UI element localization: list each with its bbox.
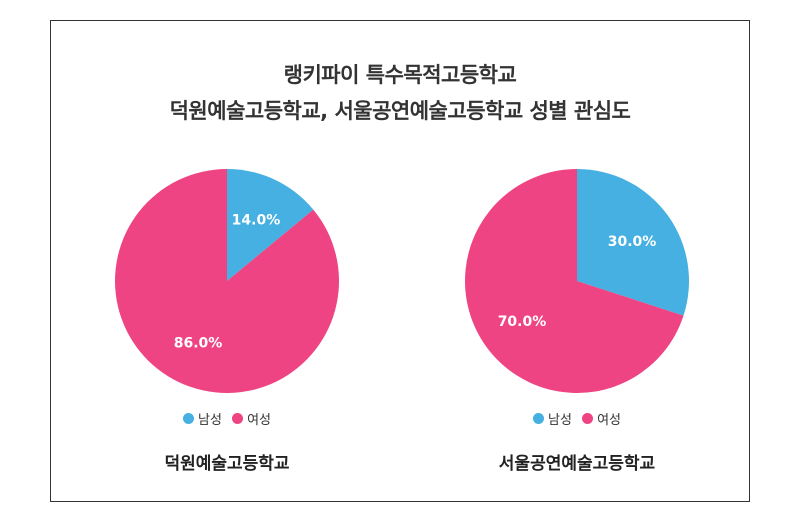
legend-seoul: 남성 여성 xyxy=(457,409,697,428)
pie-slice-male[interactable] xyxy=(227,169,314,281)
chart-title-line2: 덕원예술고등학교, 서울공연예술고등학교 성별 관심도 xyxy=(169,99,631,123)
pie-chart-seoul: 30.0% 70.0% xyxy=(465,169,689,393)
legend-dot-male xyxy=(183,413,194,424)
legend-dot-female xyxy=(582,413,594,424)
slice-label-female: 70.0% xyxy=(498,314,547,330)
pie-slice-female[interactable] xyxy=(465,169,684,393)
legend-item-male[interactable]: 남성 xyxy=(533,409,572,428)
legend-label-female: 여성 xyxy=(247,413,271,428)
pie-title-deokwon: 덕원예술고등학교 xyxy=(164,454,290,474)
pie-slice-male[interactable] xyxy=(577,169,689,316)
slice-label-male: 30.0% xyxy=(608,234,657,250)
legend-dot-male xyxy=(533,413,544,424)
slice-label-male: 14.0% xyxy=(232,212,281,228)
pie-slice-female[interactable] xyxy=(115,169,339,393)
slice-label-female: 86.0% xyxy=(174,336,223,352)
legend-item-male[interactable]: 남성 xyxy=(183,409,222,428)
legend-label-male: 남성 xyxy=(198,413,222,428)
pie-chart-deokwon: 14.0% 86.0% xyxy=(115,169,339,393)
chart-title-line1: 랭키파이 특수목적고등학교 xyxy=(283,63,517,87)
legend-deokwon: 남성 여성 xyxy=(107,409,347,428)
legend-item-female[interactable]: 여성 xyxy=(232,409,271,428)
legend-label-male: 남성 xyxy=(548,413,572,428)
legend-item-female[interactable]: 여성 xyxy=(582,409,621,428)
legend-dot-female xyxy=(232,413,244,424)
pie-title-seoul: 서울공연예술고등학교 xyxy=(498,454,656,474)
legend-label-female: 여성 xyxy=(597,413,621,428)
chart-frame: 랭키파이 특수목적고등학교 덕원예술고등학교, 서울공연예술고등학교 성별 관심… xyxy=(50,20,750,502)
